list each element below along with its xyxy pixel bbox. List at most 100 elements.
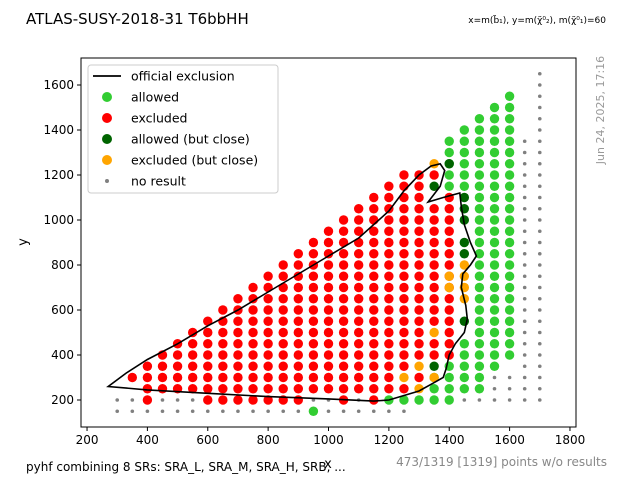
allowed-point — [474, 372, 485, 383]
no-result-point — [296, 409, 301, 414]
allowed-point — [504, 260, 515, 270]
excluded-point — [263, 294, 273, 304]
excluded-point — [384, 181, 394, 191]
excluded-point — [429, 339, 439, 349]
allowed-point — [444, 384, 454, 394]
no-result-point — [266, 409, 270, 414]
no-result-point — [522, 274, 527, 279]
excluded-point — [353, 260, 364, 270]
allowed-point — [474, 271, 485, 281]
excluded-point — [414, 282, 424, 293]
excluded-point — [308, 249, 319, 259]
timestamp: Jun 24, 2025, 17:16 — [594, 56, 607, 165]
legend-marker-allowed-but-close — [102, 134, 112, 144]
excluded-point — [338, 316, 349, 326]
excluded-point — [384, 327, 394, 338]
no-result-point — [522, 240, 527, 245]
excluded-point — [353, 384, 364, 394]
excluded-point — [308, 384, 319, 394]
excluded-point — [414, 192, 424, 203]
excluded-point — [308, 282, 319, 293]
excluded-point — [444, 249, 454, 259]
no-result-point — [537, 71, 542, 76]
allowed-point — [444, 170, 454, 180]
allowed-point — [504, 350, 515, 360]
x-tick-label: 200 — [76, 433, 99, 447]
excluded-point — [414, 215, 424, 225]
excluded-point — [218, 350, 228, 360]
no-result-point — [522, 285, 527, 290]
no-result-point — [522, 229, 527, 234]
excluded-but-close-point — [414, 361, 424, 371]
excluded-point — [293, 384, 304, 394]
allowed-point — [474, 350, 485, 360]
excluded-point — [293, 305, 304, 315]
excluded-point — [369, 249, 379, 259]
excluded-point — [218, 384, 228, 394]
excluded-point — [203, 316, 213, 326]
allowed-point — [399, 395, 409, 405]
legend-label-excluded: excluded — [131, 111, 187, 126]
legend: official exclusion allowed excluded allowed… — [87, 64, 279, 194]
no-result-point — [537, 116, 542, 121]
allowed-point — [504, 282, 515, 293]
allowed-point — [489, 327, 500, 338]
x-tick-label: 1600 — [494, 433, 525, 447]
excluded-point — [399, 215, 409, 225]
excluded-point — [414, 226, 424, 236]
excluded-point — [278, 327, 288, 338]
excluded-point — [248, 305, 258, 315]
allowed-point — [474, 339, 485, 349]
excluded-point — [444, 226, 454, 236]
allowed-point — [489, 125, 500, 135]
no-result-point — [522, 398, 527, 402]
no-result-point — [145, 409, 150, 414]
allowed-point — [444, 395, 454, 405]
excluded-but-close-point — [399, 372, 409, 383]
excluded-point — [338, 294, 349, 304]
excluded-point — [369, 215, 379, 225]
allowed-point — [474, 147, 485, 158]
excluded-point — [429, 260, 439, 270]
excluded-point — [414, 249, 424, 259]
excluded-point — [323, 339, 334, 349]
excluded-point — [429, 316, 439, 326]
excluded-point — [203, 361, 213, 371]
marker-layer — [127, 91, 515, 416]
excluded-point — [384, 305, 394, 315]
no-result-point — [115, 398, 120, 402]
excluded-point — [414, 305, 424, 315]
excluded-point — [308, 361, 319, 371]
allowed-point — [474, 361, 485, 371]
excluded-point — [353, 361, 364, 371]
excluded-point — [203, 350, 213, 360]
no-result-point — [507, 375, 512, 380]
y-axis-label: y — [16, 238, 31, 246]
allowed-point — [504, 114, 515, 124]
allowed-point — [414, 395, 424, 405]
allowed-point — [444, 136, 454, 146]
excluded-point — [308, 350, 319, 360]
excluded-point — [429, 226, 439, 236]
legend-marker-excluded — [102, 113, 112, 123]
no-result-point — [537, 330, 542, 335]
allowed-point — [459, 159, 470, 169]
no-result-point — [522, 386, 527, 391]
y-tick-label: 1600 — [43, 78, 74, 92]
no-result-point — [251, 409, 255, 414]
excluded-point — [278, 339, 288, 349]
excluded-point — [187, 327, 198, 338]
no-result-point — [522, 150, 527, 155]
allowed-point — [504, 102, 515, 113]
excluded-point — [233, 350, 243, 360]
allowed-but-close-point — [459, 249, 470, 259]
excluded-point — [157, 372, 168, 383]
excluded-point — [444, 237, 454, 248]
excluded-point — [187, 372, 198, 383]
no-result-point — [522, 139, 527, 144]
excluded-point — [338, 215, 349, 225]
excluded-point — [263, 384, 273, 394]
allowed-point — [474, 282, 485, 293]
excluded-point — [248, 294, 258, 304]
excluded-point — [248, 316, 258, 326]
